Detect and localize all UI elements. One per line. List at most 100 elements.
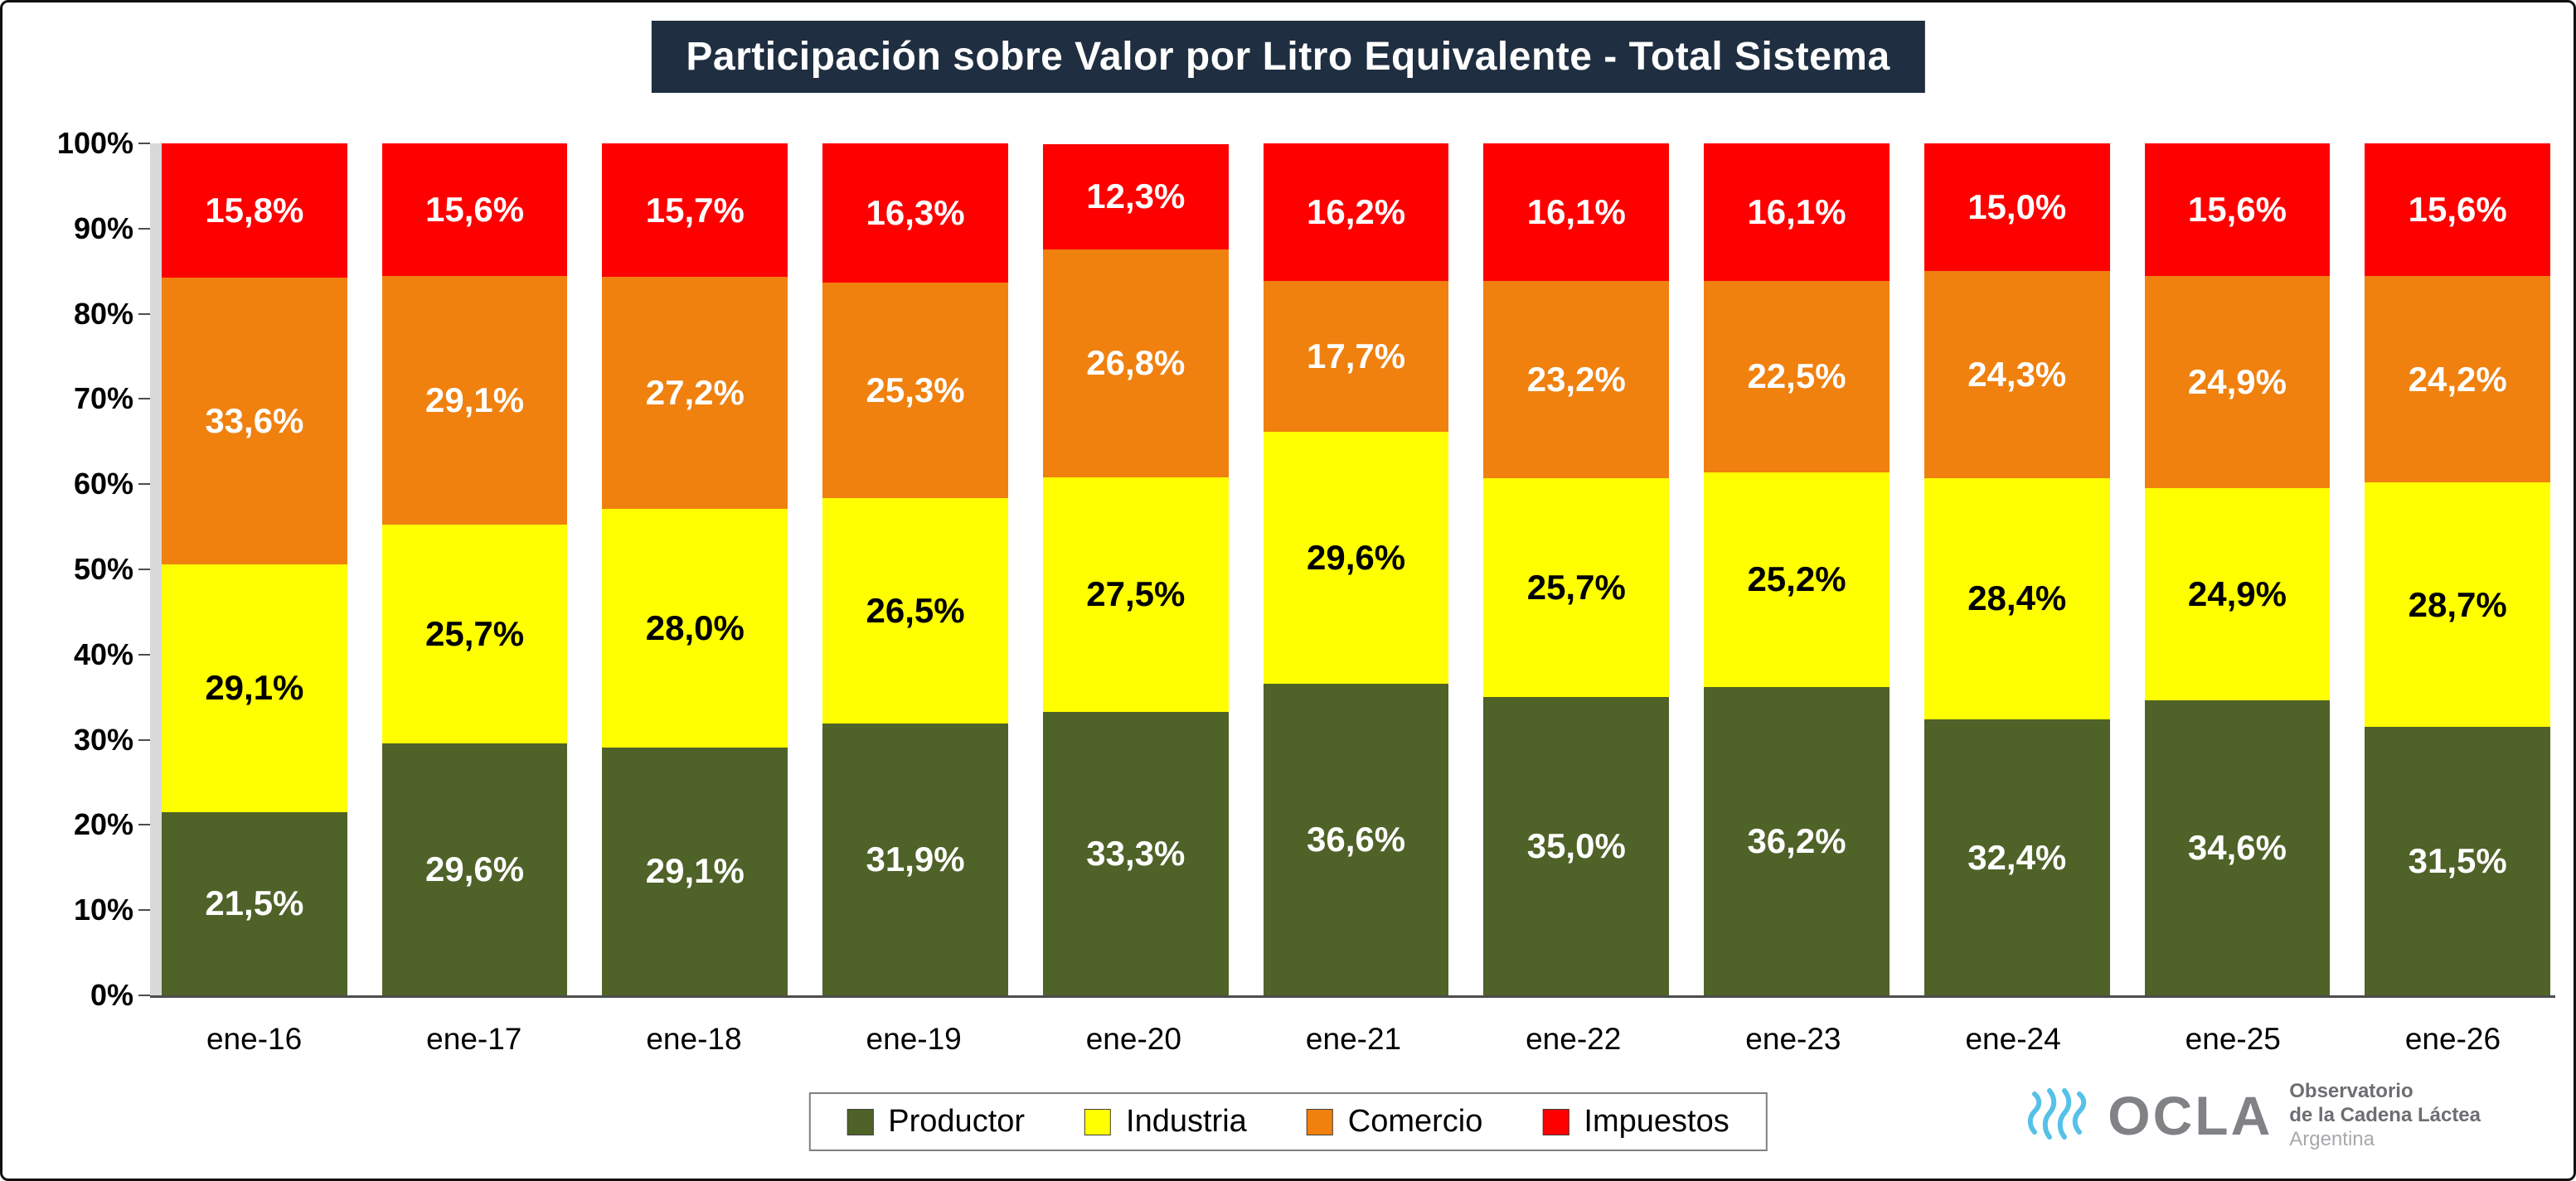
bar-segment-impuestos: 16,2%	[1263, 143, 1449, 282]
bar-segment-industria: 28,4%	[1924, 477, 2110, 720]
x-axis-label: ene-19	[866, 1022, 962, 1056]
bar-segment-impuestos: 16,1%	[1704, 143, 1890, 281]
legend-swatch	[1084, 1108, 1112, 1135]
x-axis-label: ene-22	[1526, 1022, 1622, 1056]
legend-item-industria: Industria	[1084, 1104, 1247, 1140]
bar-segment-comercio: 33,6%	[162, 278, 347, 564]
bar-segment-productor: 35,0%	[1483, 697, 1670, 995]
bar-segment-impuestos: 15,6%	[381, 143, 568, 277]
bars: 21,5% 29,1% 33,6% 15,8% 29,6% 25,7% 29,1% 15,6%…	[162, 143, 2551, 995]
legend: Productor Industria Comercio Impuestos	[808, 1092, 1768, 1151]
bar-segment-label: 36,2%	[1747, 820, 1846, 860]
legend-label: Industria	[1126, 1104, 1247, 1139]
stacked-bar-ene-24: 32,4% 28,4% 24,3% 15,0%	[1924, 143, 2110, 995]
bar-segment-label: 34,6%	[2187, 828, 2287, 868]
bar-segment-industria: 29,6%	[1263, 432, 1449, 685]
bar-segment-label: 21,5%	[205, 883, 304, 923]
ocla-tagline-line3: Argentina	[2289, 1127, 2375, 1150]
stacked-bar-ene-19: 31,9% 26,5% 25,3% 16,3%	[822, 143, 1008, 995]
bar-segment-productor: 31,9%	[822, 724, 1008, 995]
bar-segment-impuestos: 15,6%	[2365, 143, 2551, 277]
stacked-bar-ene-16: 21,5% 29,1% 33,6% 15,8%	[162, 143, 347, 995]
y-axis-tick	[138, 483, 150, 486]
bar-segment-label: 28,4%	[1967, 578, 2067, 618]
bar-segment-label: 29,1%	[205, 668, 304, 708]
legend-swatch	[1306, 1108, 1333, 1135]
legend-label: Productor	[888, 1104, 1026, 1139]
bar-segment-productor: 21,5%	[162, 811, 347, 995]
ocla-tagline-line2: de la Cadena Láctea	[2289, 1103, 2481, 1126]
bar-segment-label: 29,1%	[645, 851, 745, 891]
bar-segment-productor: 32,4%	[1924, 719, 2110, 995]
bar-segment-label: 16,1%	[1747, 191, 1846, 231]
bar-segment-productor: 29,6%	[381, 743, 568, 995]
stacked-bar-ene-25: 34,6% 24,9% 24,9% 15,6%	[2144, 143, 2331, 995]
bar-segment-label: 24,2%	[2408, 359, 2507, 399]
bar-segment-label: 35,0%	[1526, 826, 1626, 866]
bar-segment-label: 15,0%	[1967, 187, 2067, 226]
y-axis-tick	[138, 824, 150, 826]
x-axis-label: ene-23	[1745, 1022, 1841, 1056]
bar-segment-industria: 24,9%	[2144, 488, 2331, 701]
bar-segment-label: 36,6%	[1306, 820, 1406, 859]
bar-segment-label: 23,2%	[1526, 359, 1626, 399]
bar-segment-label: 25,3%	[866, 370, 965, 409]
y-axis-tick-label: 10%	[73, 893, 133, 927]
bar-segment-label: 25,7%	[425, 613, 525, 653]
chart-title: Participación sobre Valor por Litro Equi…	[651, 21, 1925, 93]
bar-segment-label: 29,6%	[1306, 538, 1406, 578]
y-axis-tick	[138, 312, 150, 315]
bar-segment-label: 26,8%	[1086, 343, 1186, 383]
x-axis-label: ene-16	[206, 1022, 303, 1056]
bar-segment-impuestos: 16,1%	[1483, 143, 1670, 281]
bar-segment-comercio: 29,1%	[381, 276, 568, 525]
bar-segment-label: 15,8%	[205, 191, 304, 230]
bar-segment-label: 24,9%	[2187, 362, 2287, 402]
y-axis-tick-label: 50%	[73, 552, 133, 586]
y-axis-tick	[138, 227, 150, 230]
bar-segment-label: 31,5%	[2408, 841, 2507, 881]
ocla-brand-text: OCLA	[2108, 1085, 2273, 1147]
y-axis-tick	[138, 398, 150, 400]
bar-segment-label: 27,5%	[1086, 574, 1186, 614]
bar-segment-productor: 31,5%	[2365, 727, 2551, 995]
bar-segment-impuestos: 12,3%	[1042, 144, 1229, 249]
bar-segment-label: 24,9%	[2187, 574, 2287, 614]
bar-segment-impuestos: 16,3%	[822, 143, 1008, 283]
bar-segment-comercio: 26,8%	[1042, 249, 1229, 477]
y-axis-tick	[138, 143, 150, 144]
stacked-bar-ene-23: 36,2% 25,2% 22,5% 16,1%	[1704, 143, 1890, 995]
plot-area: 21,5% 29,1% 33,6% 15,8% 29,6% 25,7% 29,1% 15,6%…	[138, 143, 2555, 998]
bar-segment-label: 27,2%	[645, 373, 745, 413]
legend-swatch	[847, 1108, 874, 1135]
bar-segment-label: 16,2%	[1306, 192, 1406, 232]
x-axis-label: ene-21	[1305, 1022, 1402, 1056]
bar-segment-industria: 25,2%	[1704, 472, 1890, 687]
y-axis-tick-label: 0%	[90, 978, 133, 1012]
bar-segment-label: 33,6%	[205, 401, 304, 441]
stacked-bar-ene-21: 36,6% 29,6% 17,7% 16,2%	[1263, 143, 1449, 995]
legend-item-impuestos: Impuestos	[1542, 1104, 1729, 1140]
y-axis-tick-label: 100%	[56, 126, 133, 160]
y-axis-tick	[138, 909, 150, 912]
bar-segment-industria: 28,7%	[2365, 482, 2551, 728]
bar-segment-label: 28,7%	[2408, 584, 2507, 624]
ocla-tagline: Observatorio de la Cadena Láctea Argenti…	[2289, 1080, 2481, 1151]
chart-area: 100% 90% 80% 70% 60% 50% 40% 30% 20% 10% 0% 21,5% 2…	[26, 126, 2555, 1012]
y-axis-tick-label: 20%	[73, 807, 133, 842]
bar-segment-label: 15,6%	[2187, 190, 2287, 230]
y-axis-tick	[138, 569, 150, 570]
bar-segment-label: 15,7%	[645, 190, 745, 230]
bar-segment-comercio: 25,3%	[822, 282, 1008, 498]
bar-segment-label: 29,1%	[425, 380, 525, 419]
stacked-bar-ene-26: 31,5% 28,7% 24,2% 15,6%	[2365, 143, 2551, 995]
bar-segment-impuestos: 15,7%	[602, 143, 788, 278]
ocla-wave-icon	[2026, 1081, 2091, 1151]
bar-segment-label: 26,5%	[866, 590, 965, 630]
bar-segment-industria: 26,5%	[822, 497, 1008, 724]
bar-segment-productor: 33,3%	[1042, 711, 1229, 995]
y-axis-tick-label: 80%	[73, 296, 133, 331]
bar-segment-label: 15,6%	[425, 190, 525, 230]
bar-segment-industria: 25,7%	[381, 524, 568, 743]
bar-segment-label: 16,3%	[866, 192, 965, 232]
